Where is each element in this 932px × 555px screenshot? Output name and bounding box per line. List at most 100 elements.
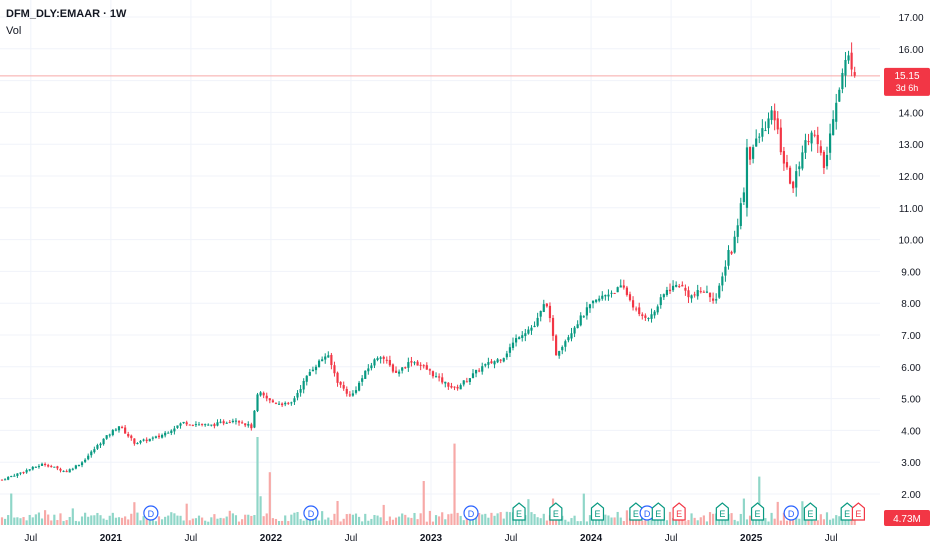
volume-bar (413, 512, 416, 525)
volume-bar (56, 520, 59, 525)
volume-bar (287, 521, 290, 525)
volume-indicator-label[interactable]: Vol (6, 25, 22, 37)
candle-body (816, 134, 819, 145)
volume-bar (650, 517, 653, 525)
candle-body (327, 355, 330, 358)
candle-body (111, 430, 114, 436)
volume-bar (388, 516, 391, 525)
candle-body (779, 127, 782, 153)
candle-body (828, 133, 832, 153)
candle-body (490, 361, 493, 364)
y-tick-label: 5.00 (901, 395, 921, 406)
candle-body (601, 295, 604, 299)
volume-bar (170, 512, 173, 525)
candle-body (438, 376, 441, 378)
volume-bar (819, 514, 822, 525)
x-tick-label: Jul (505, 533, 518, 544)
candle-body (25, 470, 28, 473)
candle-body (521, 335, 524, 338)
candle-body (613, 292, 616, 294)
volume-bar (354, 513, 358, 525)
event-marker-letter: D (308, 509, 315, 519)
candle-body (173, 428, 176, 432)
volume-bar (699, 517, 702, 525)
volume-bar (324, 519, 327, 525)
volume-bar (748, 515, 752, 525)
candle-body (361, 378, 364, 382)
volume-bar (293, 512, 296, 525)
volume-bar (441, 512, 444, 525)
candle-body (351, 393, 355, 396)
candle-body (34, 466, 37, 468)
candle-body (441, 377, 444, 383)
volume-bar (47, 514, 50, 525)
volume-bar (117, 517, 121, 525)
candle-body (90, 451, 93, 456)
volume-bar (127, 519, 130, 525)
volume-bar (213, 514, 216, 525)
candle-body (564, 341, 567, 347)
event-marker-letter: E (594, 509, 600, 519)
volume-bar (31, 517, 34, 525)
volume-bar (77, 521, 81, 525)
candle-body (117, 426, 121, 431)
volume-bar (22, 517, 25, 525)
volume-bar (311, 519, 315, 525)
candle-body (404, 367, 407, 369)
candle-body (136, 443, 139, 445)
volume-bar (604, 514, 607, 525)
event-marker-letter: E (676, 509, 682, 519)
volume-bar (478, 512, 481, 525)
volume-bar (681, 520, 684, 525)
candle-body (68, 469, 71, 473)
volume-bar (74, 520, 77, 525)
volume-bar (505, 511, 508, 525)
axis-layer: 2.00 3.00 4.00 5.00 6.00 7.00 8.00 9.00 10.00 11.… (24, 13, 924, 544)
candle-body (755, 138, 758, 147)
candle-body (31, 466, 34, 470)
symbol-title[interactable]: DFM_DLY:EMAAR · 1W (6, 8, 127, 20)
candle-body (425, 365, 428, 370)
candle-body (493, 361, 496, 365)
candle-body (770, 110, 773, 120)
volume-bar (508, 512, 512, 525)
y-tick-label: 8.00 (901, 299, 921, 310)
candle-body (50, 466, 53, 468)
candle-body (391, 364, 395, 372)
candle-body (582, 316, 585, 318)
candle-body (853, 72, 856, 76)
volume-bar (317, 520, 321, 525)
x-tick-label: Jul (665, 533, 678, 544)
candle-body (407, 362, 410, 368)
volume-bar (434, 515, 438, 525)
candle-body (431, 371, 435, 377)
candle-body (530, 327, 533, 331)
candle-body (585, 307, 588, 316)
candle-body (776, 118, 779, 130)
candle-body (247, 424, 250, 426)
volume-bar (111, 512, 114, 525)
volume-bar (724, 516, 727, 525)
candle-body (678, 286, 681, 288)
candle-body (524, 333, 527, 337)
candle-body (296, 392, 299, 398)
volume-bar (567, 521, 570, 525)
candle-body (154, 436, 158, 438)
candle-body (237, 421, 241, 423)
volume-bar (665, 520, 669, 525)
candle-body (194, 424, 198, 426)
volume-bar (438, 516, 441, 525)
candle-body (265, 395, 268, 399)
candle-body (234, 420, 238, 422)
y-tick-label: 13.00 (898, 140, 923, 151)
volume-bar (345, 514, 348, 525)
candle-body (662, 294, 665, 298)
volume-bar (456, 512, 459, 525)
candle-body (788, 167, 792, 184)
volume-bar (145, 516, 148, 525)
y-tick-label: 2.00 (901, 490, 921, 501)
earnings-marker-icon (851, 502, 865, 521)
